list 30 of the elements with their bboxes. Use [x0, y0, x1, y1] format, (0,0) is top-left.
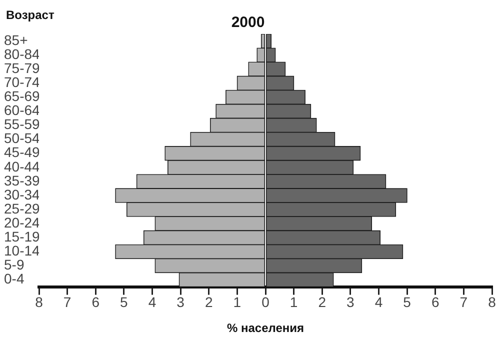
y-tick-label: 0-4 [4, 270, 24, 287]
y-tick-label: 5-9 [4, 256, 24, 273]
x-tick-label: 0 [262, 294, 270, 310]
y-tick-label: 65-69 [4, 88, 40, 104]
x-tick-label: 5 [403, 294, 412, 310]
x-tick-label: 5 [120, 294, 128, 310]
y-axis-title: Возраст [6, 8, 54, 22]
x-tick-label: 8 [35, 294, 44, 310]
y-tick-label: 25-29 [4, 200, 40, 216]
x-tick-label: 4 [374, 294, 383, 310]
x-tick-label: 3 [176, 294, 185, 310]
y-tick-label: 15-19 [4, 228, 40, 245]
x-tick-label: 6 [92, 294, 100, 310]
y-tick-label: 35-39 [4, 172, 40, 188]
x-tick-label: 7 [63, 294, 72, 310]
x-tick-label: 2 [318, 294, 326, 310]
x-tick-label: 1 [233, 294, 242, 310]
x-tick-label: 6 [431, 294, 440, 310]
x-axis-title: % населения [226, 321, 304, 336]
x-tick-label: 4 [148, 294, 156, 310]
x-tick-label: 3 [346, 294, 355, 310]
y-tick-label: 55-59 [4, 116, 40, 132]
y-tick-label: 75-79 [4, 60, 40, 76]
x-tick-label: 2 [204, 294, 213, 310]
x-tick-label: 7 [460, 294, 468, 310]
y-tick-label: 85+ [4, 32, 28, 48]
x-tick-label: 8 [488, 294, 496, 310]
y-tick-label: 45-49 [4, 144, 40, 160]
x-tick-label: 1 [290, 294, 298, 310]
chart-title: 2000 [231, 14, 265, 32]
